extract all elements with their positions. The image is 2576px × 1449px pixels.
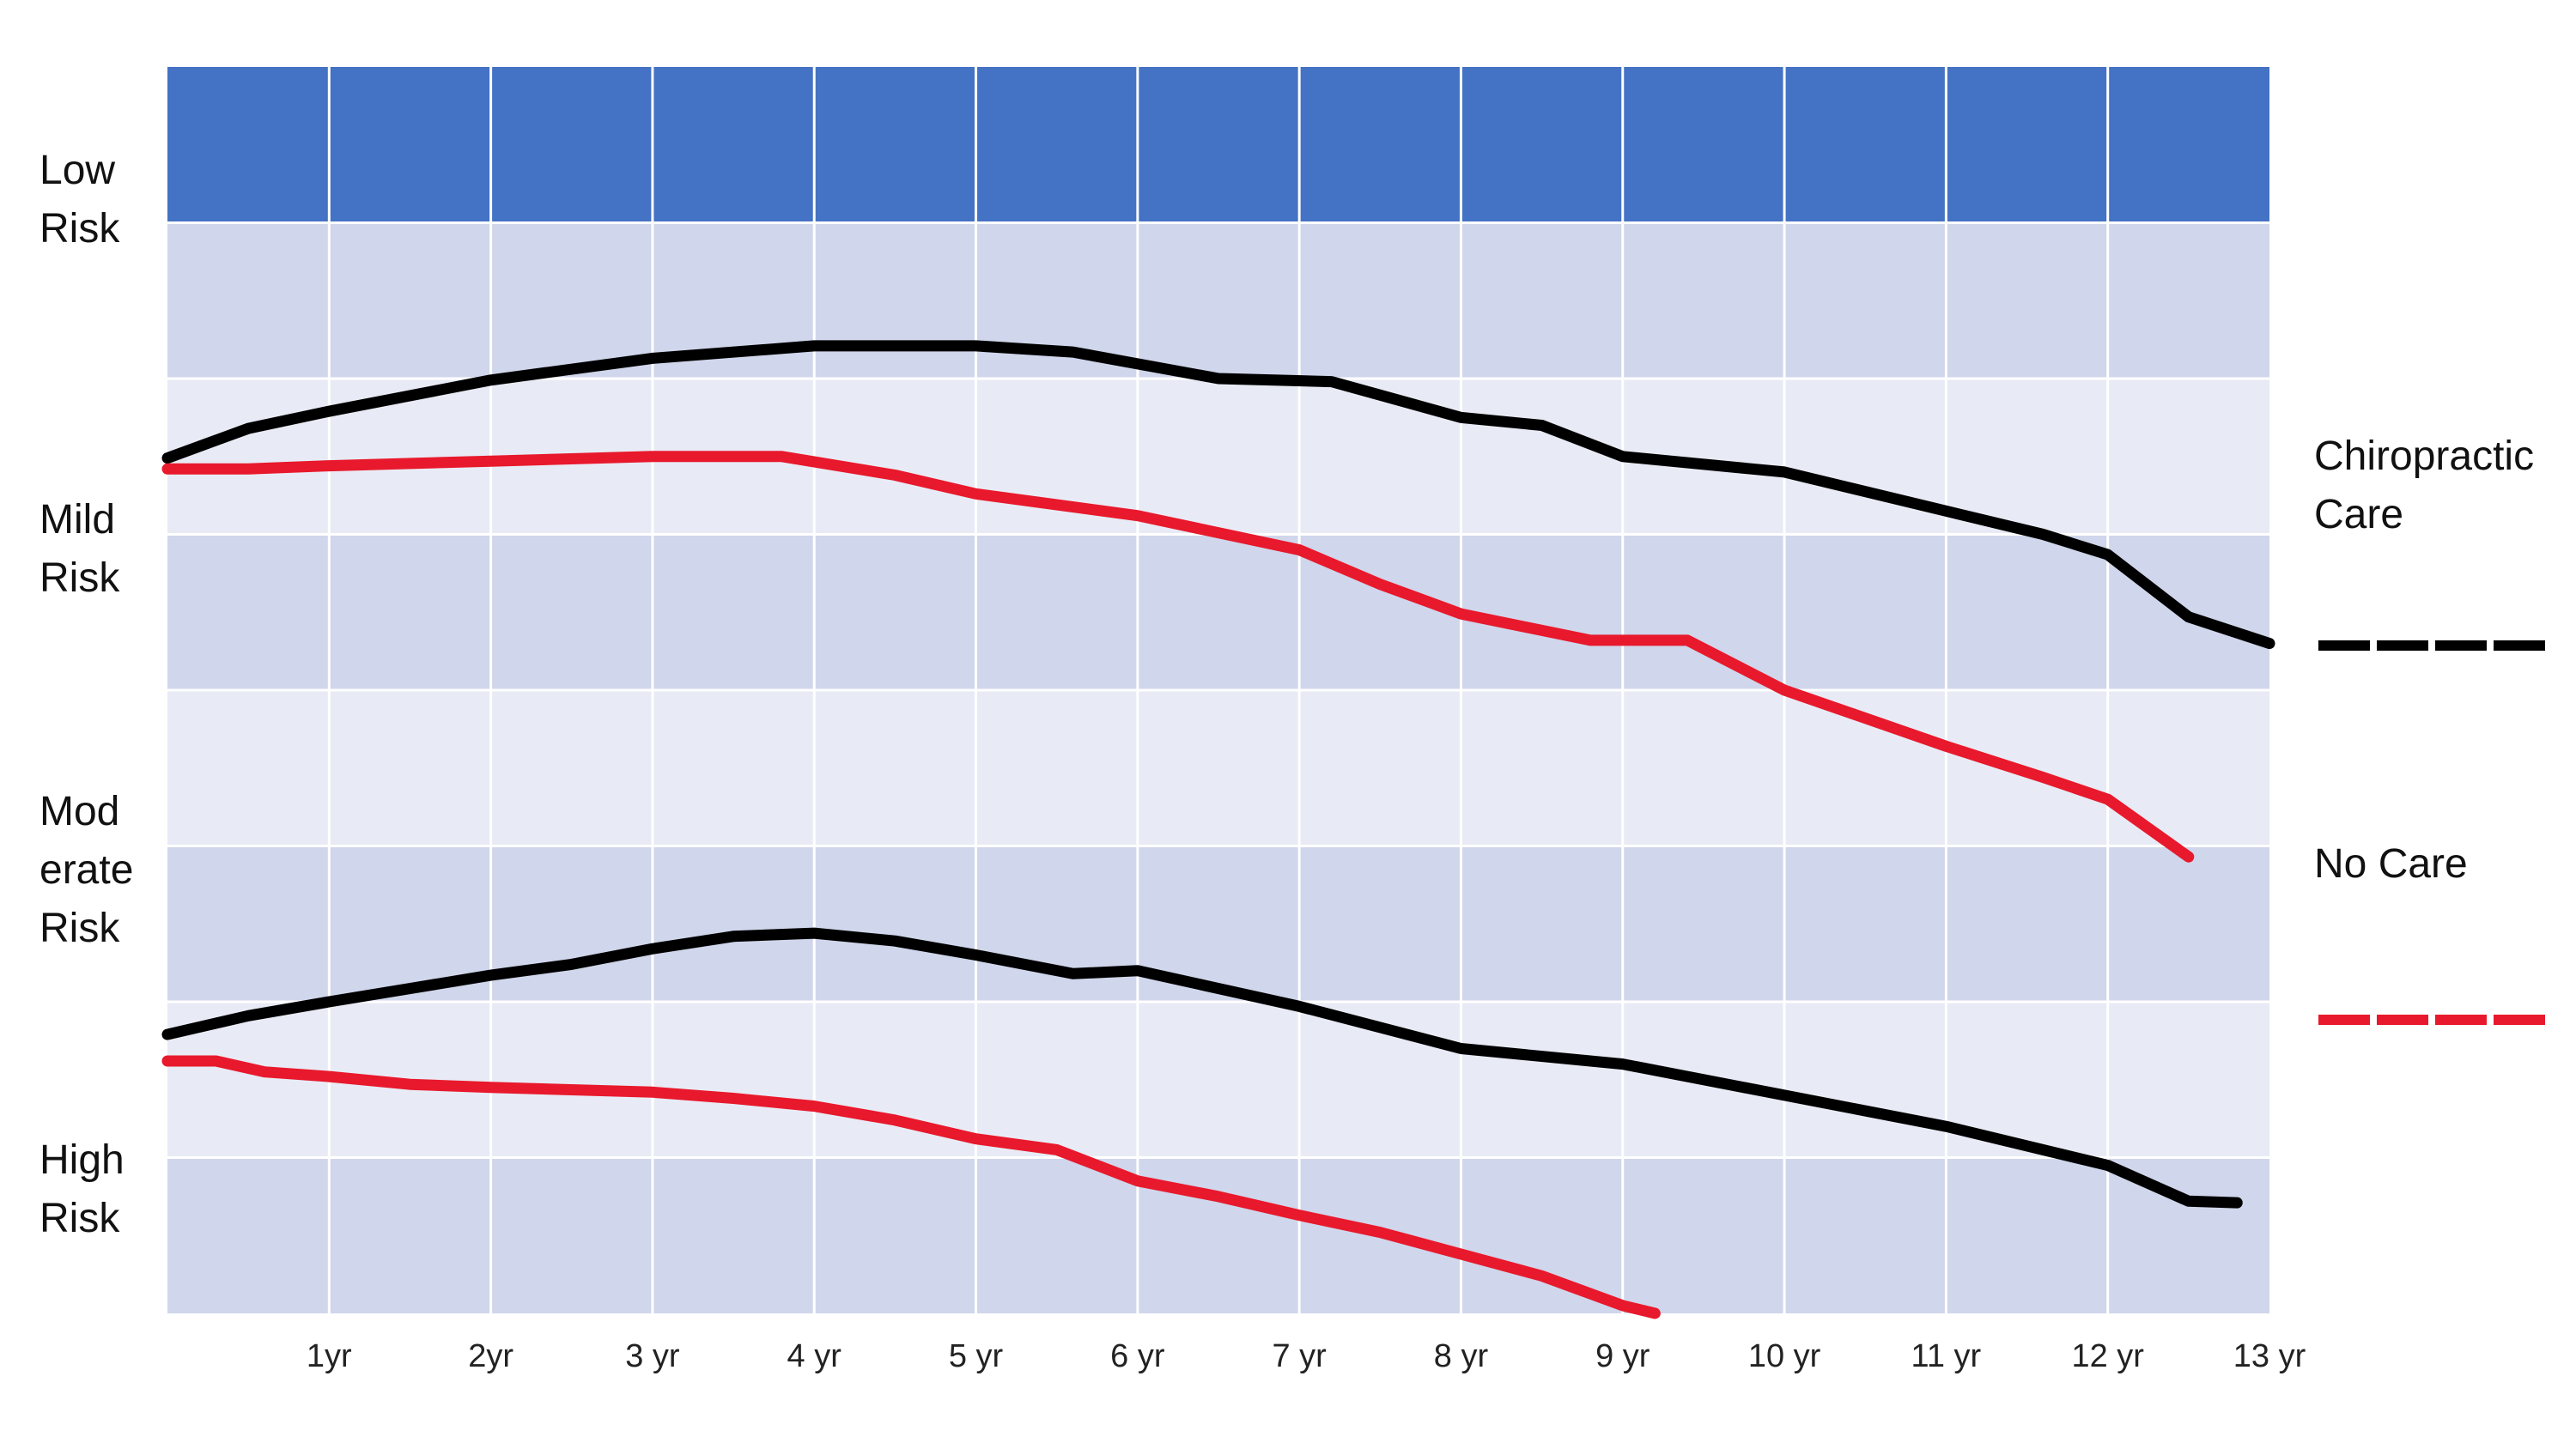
- x-tick-label: 8 yr: [1434, 1338, 1489, 1374]
- series-line: [161, 340, 2275, 650]
- x-tick-label: 6 yr: [1110, 1338, 1165, 1374]
- x-tick-label: 7 yr: [1272, 1338, 1327, 1374]
- risk-band: [167, 1002, 2269, 1158]
- legend-swatches: [2318, 640, 2552, 1025]
- series-lines: [161, 340, 2275, 1319]
- risk-band: [167, 1157, 2269, 1313]
- series-line: [161, 1055, 1661, 1319]
- x-tick-label: 9 yr: [1595, 1338, 1650, 1374]
- legend-label-no-care: No Care: [2314, 841, 2468, 887]
- x-axis-ticks: 1yr 2yr 3 yr 4 yr 5 yr 6 yr 7 yr 8 yr 9 yr 10 yr 1…: [307, 1338, 2306, 1374]
- risk-bands: [167, 67, 2269, 1313]
- x-tick-label: 10 yr: [1748, 1338, 1821, 1374]
- series-line: [161, 451, 2195, 863]
- x-tick-label: 13 yr: [2233, 1338, 2306, 1374]
- risk-band: [167, 67, 2269, 223]
- risk-band: [167, 222, 2269, 379]
- x-tick-label: 12 yr: [2071, 1338, 2144, 1374]
- risk-label-low: Low Risk: [39, 148, 120, 252]
- x-tick-label: 5 yr: [949, 1338, 1004, 1374]
- risk-label-mild: Mild Risk: [39, 497, 120, 601]
- x-tick-label: 1yr: [307, 1338, 352, 1374]
- legend-label-chiropractic-care: Chiropractic Care: [2314, 433, 2535, 537]
- x-tick-label: 4 yr: [787, 1338, 842, 1374]
- x-tick-label: 2yr: [468, 1338, 513, 1374]
- risk-label-high: High Risk: [39, 1137, 125, 1241]
- risk-band: [167, 534, 2269, 690]
- x-tick-label: 3 yr: [625, 1338, 680, 1374]
- risk-label-moderate: Mod erate Risk: [39, 789, 134, 951]
- x-tick-label: 11 yr: [1911, 1338, 1982, 1374]
- series-line: [161, 927, 2243, 1209]
- risk-band: [167, 690, 2269, 846]
